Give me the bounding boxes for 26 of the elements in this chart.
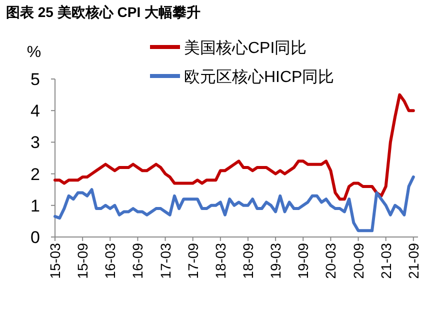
- chart-title: 图表 25 美欧核心 CPI 大幅攀升: [6, 4, 200, 20]
- x-tick-label: 19-03: [268, 242, 284, 279]
- y-tick-label: 4: [30, 102, 40, 121]
- x-tick-label: 20-03: [322, 242, 339, 279]
- y-tick-label: 5: [30, 70, 40, 89]
- y-tick-label: 1: [30, 196, 40, 216]
- x-tick-label: 21-03: [378, 242, 394, 279]
- y-tick-label: 3: [30, 133, 40, 152]
- x-tick-label: 20-09: [350, 242, 366, 279]
- x-tick-label: 17-09: [184, 242, 201, 279]
- x-tick-label: 18-03: [212, 242, 228, 279]
- legend-label: 欧元区核心HICP同比: [184, 68, 334, 86]
- y-axis-title: %: [26, 44, 42, 61]
- x-tick-label: 18-09: [240, 242, 256, 279]
- x-tick-label: 21-09: [405, 242, 422, 279]
- line-series: [54, 93, 415, 201]
- x-tick-label: 15-03: [47, 242, 63, 279]
- x-tick-label: 17-03: [157, 242, 174, 279]
- x-tick-label: 16-03: [102, 242, 118, 279]
- y-tick-label: 2: [30, 164, 40, 184]
- legend-label: 美国核心CPI同比: [184, 39, 307, 57]
- x-tick-label: 15-09: [74, 242, 91, 279]
- line-series: [54, 175, 415, 232]
- y-tick-label: 0: [30, 228, 40, 247]
- x-tick-label: 16-09: [130, 242, 146, 279]
- x-tick-label: 19-09: [295, 242, 312, 279]
